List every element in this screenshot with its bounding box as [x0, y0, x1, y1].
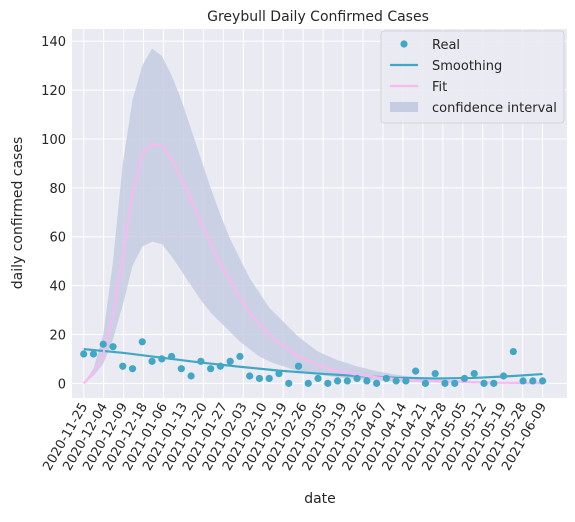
real-data-point — [207, 365, 215, 373]
real-data-point — [99, 340, 107, 348]
real-data-point — [382, 374, 390, 383]
real-data-point — [460, 374, 469, 383]
y-tick-label: 80 — [49, 182, 66, 197]
fit-line — [82, 142, 543, 385]
real-data-point — [373, 379, 381, 387]
y-tick-label: 100 — [41, 133, 66, 148]
real-data-point — [490, 379, 498, 387]
legend-label: Smoothing — [432, 59, 502, 74]
real-data-point — [431, 369, 439, 378]
y-tick-label: 20 — [49, 328, 66, 343]
real-data-point — [167, 352, 176, 361]
legend-real-marker — [400, 40, 408, 48]
real-data-point — [216, 362, 225, 370]
real-data-point — [177, 365, 185, 373]
real-data-point — [412, 367, 420, 375]
real-data-point — [333, 377, 342, 385]
real-data-point — [265, 374, 273, 383]
real-data-point — [402, 377, 410, 385]
legend-label: Real — [432, 38, 460, 53]
real-data-point — [148, 357, 156, 365]
real-data-point — [197, 357, 205, 365]
real-data-point — [314, 374, 322, 383]
x-tick-labels: 2020-11-252020-12-042020-12-092020-12-18… — [40, 400, 550, 473]
y-tick-label: 40 — [49, 280, 66, 295]
real-data-point — [89, 350, 98, 358]
real-data-point — [119, 362, 127, 370]
real-data-point — [519, 377, 527, 385]
real-data-point — [285, 379, 293, 387]
y-tick-label: 120 — [41, 84, 66, 99]
real-data-point — [158, 355, 166, 363]
real-data-point — [392, 377, 400, 385]
legend-band-marker — [390, 102, 418, 112]
confidence-band-group — [83, 48, 543, 384]
real-data-point — [363, 377, 371, 385]
real-data-point — [451, 379, 459, 387]
points-group — [80, 338, 547, 387]
real-data-point — [187, 372, 195, 380]
chart-title: Greybull Daily Confirmed Cases — [207, 9, 429, 25]
real-data-point — [128, 365, 137, 373]
legend-label: confidence interval — [432, 101, 557, 116]
real-data-point — [421, 379, 430, 387]
y-axis-label: daily confirmed cases — [10, 137, 26, 290]
legend: Real Smoothing Fit confidence interval — [380, 30, 565, 124]
real-data-point — [538, 377, 547, 385]
real-data-point — [343, 377, 351, 385]
real-data-point — [499, 372, 508, 380]
real-data-point — [255, 374, 264, 383]
real-data-point — [226, 357, 234, 365]
real-data-point — [441, 379, 449, 387]
y-tick-labels: 0 20 40 60 80 100 120 140 — [41, 35, 66, 392]
legend-box — [380, 30, 565, 124]
real-data-point — [353, 374, 361, 383]
real-data-point — [324, 379, 332, 387]
real-data-point — [529, 377, 537, 385]
real-data-point — [275, 369, 283, 378]
x-axis-label: date — [304, 491, 336, 507]
real-data-point — [470, 369, 478, 378]
real-data-point — [304, 379, 312, 387]
real-data-point — [509, 347, 517, 356]
real-data-point — [480, 379, 488, 387]
real-data-point — [246, 372, 254, 380]
legend-label: Fit — [432, 80, 447, 95]
real-data-point — [236, 352, 244, 361]
real-data-point — [138, 338, 146, 346]
real-data-point — [294, 362, 303, 370]
real-data-point — [109, 343, 117, 351]
confidence-interval-band — [83, 48, 543, 384]
y-tick-label: 0 — [58, 377, 66, 392]
real-data-point — [80, 350, 88, 358]
y-tick-label: 140 — [41, 35, 66, 50]
y-tick-label: 60 — [49, 231, 66, 246]
